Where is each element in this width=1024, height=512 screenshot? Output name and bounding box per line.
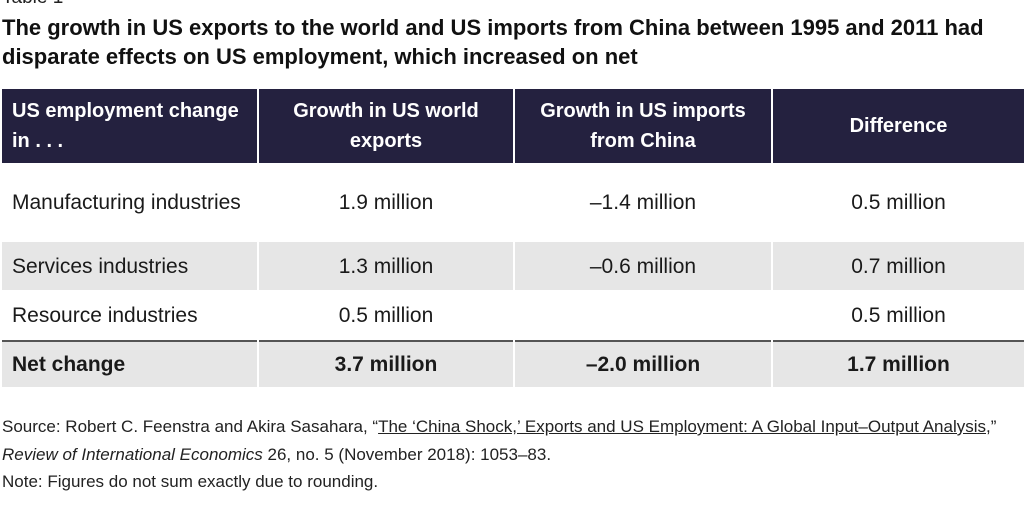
row-label: Manufacturing industries — [2, 163, 258, 242]
cell-imports-china: –2.0 million — [513, 340, 772, 387]
header-employment-change: US employment change in . . . — [2, 89, 258, 163]
source-prefix: Source: Robert C. Feenstra and Akira Sas… — [2, 417, 379, 436]
cell-difference: 0.5 million — [771, 290, 1024, 341]
data-table: US employment change in . . . Growth in … — [2, 89, 1024, 387]
rounding-note: Note: Figures do not sum exactly due to … — [2, 472, 379, 491]
source-journal: Review of International Economics — [2, 445, 263, 464]
table-label: Table 1 — [2, 0, 63, 8]
source-suffix: 26, no. 5 (November 2018): 1053–83. — [262, 445, 552, 464]
cell-difference: 1.7 million — [771, 340, 1024, 387]
row-label: Resource industries — [2, 290, 258, 341]
cell-world-exports: 3.7 million — [257, 340, 514, 387]
table-row-services: Services industries 1.3 million –0.6 mil… — [2, 242, 1024, 290]
table-row-resource: Resource industries 0.5 million 0.5 mill… — [2, 290, 1024, 341]
table-row-manufacturing: Manufacturing industries 1.9 million –1.… — [2, 163, 1024, 242]
source-note: Source: Robert C. Feenstra and Akira Sas… — [2, 413, 1017, 469]
cell-imports-china — [513, 290, 772, 341]
header-imports-china: Growth in US imports from China — [513, 89, 772, 163]
row-label: Net change — [2, 340, 258, 387]
source-after-link: ,” — [986, 417, 997, 436]
cell-difference: 0.5 million — [771, 163, 1024, 242]
table-row-net-change: Net change 3.7 million –2.0 million 1.7 … — [2, 340, 1024, 387]
cell-imports-china: –1.4 million — [513, 163, 772, 242]
cell-world-exports: 1.9 million — [257, 163, 514, 242]
header-difference: Difference — [771, 89, 1024, 163]
header-row: US employment change in . . . Growth in … — [2, 89, 1024, 163]
cell-difference: 0.7 million — [771, 242, 1024, 290]
table-title: The growth in US exports to the world an… — [2, 15, 984, 69]
source-article-link[interactable]: The ‘China Shock,’ Exports and US Employ… — [378, 417, 986, 436]
cell-world-exports: 0.5 million — [257, 290, 514, 341]
header-world-exports: Growth in US world exports — [257, 89, 514, 163]
cell-world-exports: 1.3 million — [257, 242, 514, 290]
row-label: Services industries — [2, 242, 258, 290]
cell-imports-china: –0.6 million — [513, 242, 772, 290]
